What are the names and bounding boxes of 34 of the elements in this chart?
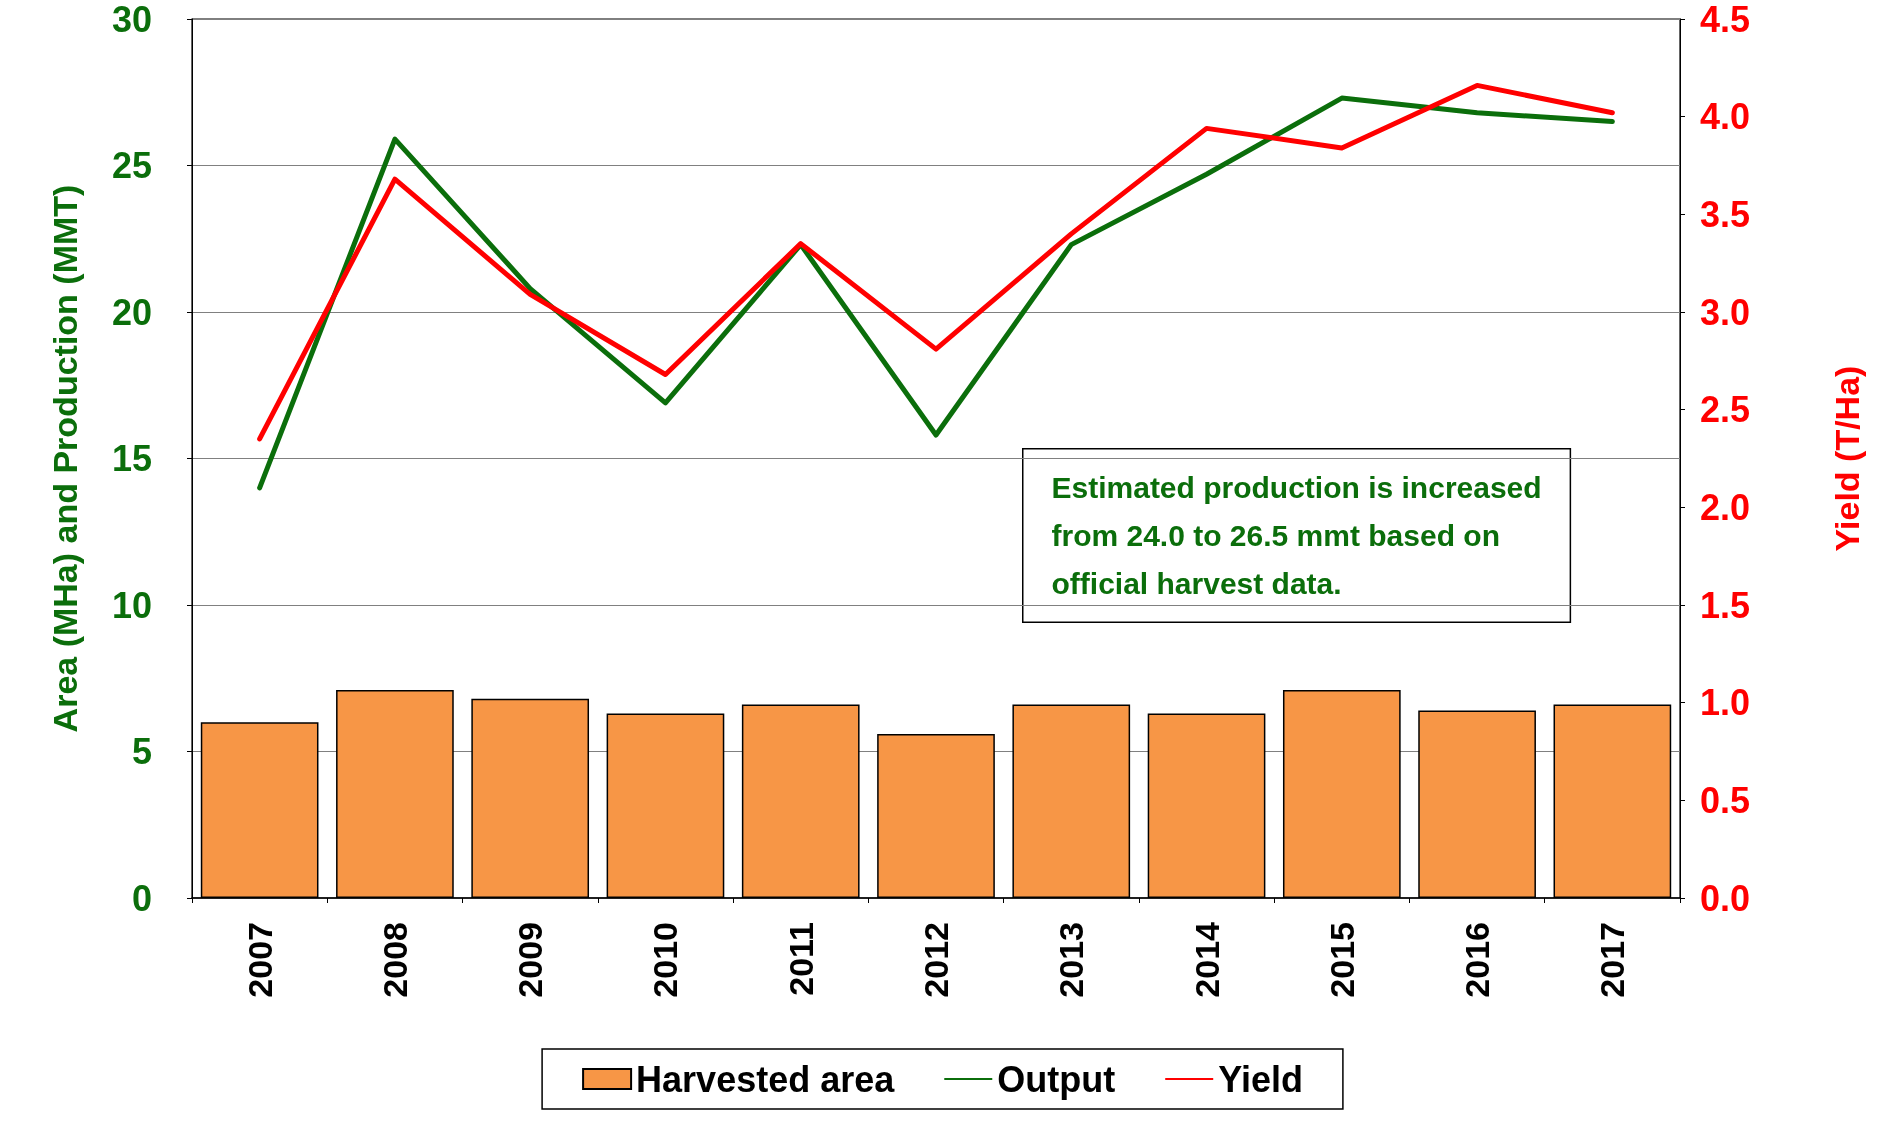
y2-tick-label: 0.5	[1700, 779, 1751, 821]
x-tick-label: 2012	[917, 922, 955, 998]
x-tick-label: 2017	[1593, 922, 1632, 998]
y2-tick-label: 2.5	[1700, 389, 1751, 431]
y-tick-label: 25	[111, 145, 152, 186]
y-tick-label: 5	[131, 731, 152, 772]
y2-tick-label: 3.0	[1700, 291, 1751, 333]
x-tick-label: 2013	[1052, 922, 1091, 998]
y-axis-title: Area (MHa) and Production (MMT)	[46, 184, 84, 733]
x-tick-label: 2015	[1322, 922, 1361, 998]
legend-label: Output	[997, 1058, 1116, 1100]
x-tick-label: 2007	[240, 922, 279, 998]
y2-tick-label: 0.0	[1700, 877, 1751, 919]
y2-tick-label: 1.0	[1700, 682, 1751, 724]
y-tick-label: 0	[131, 877, 152, 919]
x-tick-label: 2009	[511, 922, 550, 998]
y2-tick-label: 2.0	[1700, 486, 1751, 528]
annotation: Estimated production is increased from 24.0 to 26.5 mmt based on official harvest data.	[1051, 471, 1542, 600]
x-tick-label: 2014	[1187, 921, 1226, 998]
y-tick-label: 30	[111, 0, 152, 40]
y2-axis-title: Yield (T/Ha)	[1828, 365, 1866, 552]
legend-label: Harvested area	[636, 1058, 896, 1100]
y-tick-label: 20	[111, 291, 152, 333]
x-tick-label: 2011	[781, 922, 820, 996]
x-tick-label: 2008	[375, 922, 414, 998]
y2-tick-label: 3.5	[1700, 193, 1751, 235]
y-tick-label: 15	[111, 438, 152, 479]
y-tick-label: 10	[111, 584, 152, 626]
y2-tick-label: 4.0	[1700, 96, 1751, 138]
legend-label: Yield	[1218, 1058, 1303, 1100]
x-tick-label: 2016	[1458, 922, 1497, 998]
x-tick-label: 2010	[646, 922, 685, 998]
y2-tick-label: 4.5	[1700, 0, 1751, 40]
y2-tick-label: 1.5	[1700, 584, 1751, 626]
